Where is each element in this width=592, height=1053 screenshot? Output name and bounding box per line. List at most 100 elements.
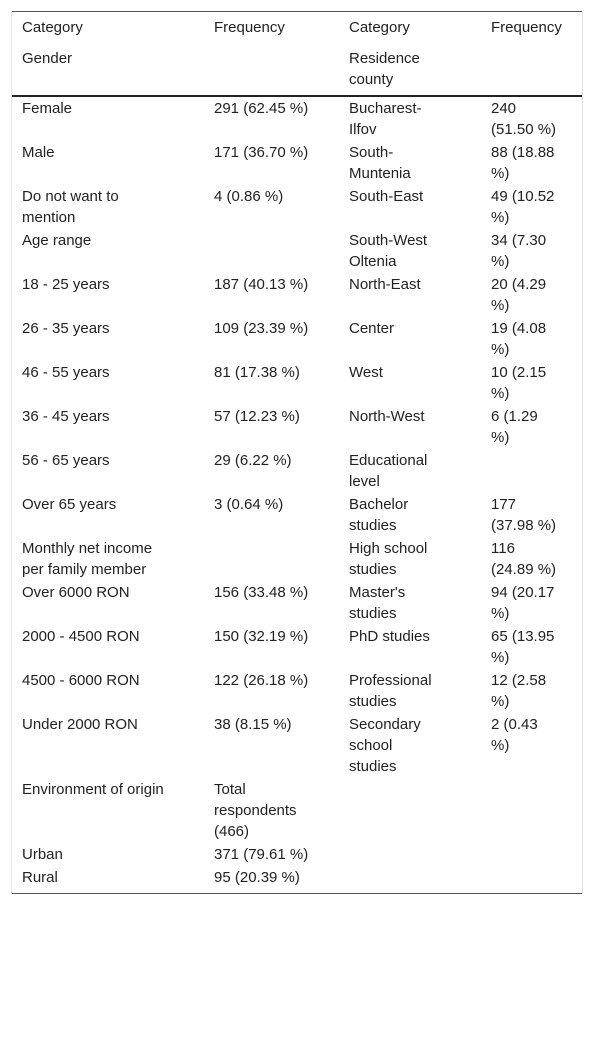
- table-row: Rural 95 (20.39 %): [12, 866, 582, 894]
- table-cell: 65 (13.95 %): [491, 628, 555, 666]
- table-cell: [481, 843, 582, 866]
- table-cell: 94 (20.17 %): [491, 584, 555, 622]
- table-cell: Male: [22, 144, 55, 161]
- table-cell: 187 (40.13 %): [214, 276, 309, 293]
- table-cell: 156 (33.48 %): [214, 584, 309, 601]
- table-cell: 2 (0.43 %): [491, 716, 538, 754]
- table-cell: Under 2000 RON: [22, 716, 138, 733]
- table-cell: Category: [339, 11, 481, 43]
- table-cell: Residence county: [339, 43, 481, 97]
- table-container: Category Frequency Category Frequency Gender…: [11, 11, 583, 894]
- table-cell: 2000 - 4500 RON: [22, 628, 140, 645]
- table: Category Frequency Category Frequency Gender…: [12, 11, 582, 894]
- table-cell: 56 - 65 years: [22, 452, 110, 469]
- table-cell: 371 (79.61 %): [214, 846, 309, 863]
- table-row: 26 - 35 years 109 (23.39 %) Center 19 (4.08…: [12, 317, 582, 361]
- table-cell: 4500 - 6000 RON: [22, 672, 140, 689]
- table-cell: 20 (4.29 %): [491, 276, 547, 314]
- table-cell: 46 - 55 years: [22, 364, 110, 381]
- table-cell: 19 (4.08 %): [491, 320, 547, 358]
- table-cell: [481, 449, 582, 493]
- table-cell: [339, 843, 481, 866]
- table-cell: 150 (32.19 %): [214, 628, 309, 645]
- table-cell: Frequency: [481, 11, 582, 43]
- table-cell: Monthly net income per family member: [22, 540, 153, 578]
- table-cell: Bucharest-Ilfov: [349, 100, 422, 138]
- table-row: Category Frequency Category Frequency: [12, 11, 582, 43]
- table-row: Environment of origin Total respondents (…: [12, 778, 582, 843]
- table-cell: [204, 537, 339, 581]
- table-row: Female 291 (62.45 %) Bucharest-Ilfov 240 (5…: [12, 96, 582, 141]
- table-cell: [481, 778, 582, 843]
- table-cell: 36 - 45 years: [22, 408, 110, 425]
- table-body: Female 291 (62.45 %) Bucharest-Ilfov 240 (5…: [12, 96, 582, 894]
- table-row: Age range South-West Oltenia 34 (7.30 %): [12, 229, 582, 273]
- table-cell: Rural: [12, 866, 204, 894]
- table-cell: Over 65 years: [22, 496, 117, 513]
- table-cell: 38 (8.15 %): [214, 716, 292, 733]
- table-cell: 49 (10.52 %): [491, 188, 555, 226]
- table-cell: 95 (20.39 %): [204, 866, 339, 894]
- table-cell: South-East: [349, 188, 424, 205]
- table-cell: Educational level: [349, 452, 428, 490]
- table-row: 18 - 25 years 187 (40.13 %) North-East 20 (…: [12, 273, 582, 317]
- table-cell: Age range: [22, 232, 92, 249]
- table-row: Over 65 years 3 (0.64 %) Bachelor studies 1…: [12, 493, 582, 537]
- table-cell: Professional studies: [349, 672, 432, 710]
- table-cell: 6 (1.29 %): [491, 408, 538, 446]
- table-cell: PhD studies: [349, 628, 430, 645]
- table-cell: 240 (51.50 %): [491, 100, 557, 138]
- table-row: Urban 371 (79.61 %): [12, 843, 582, 866]
- table-cell: Secondary school studies: [349, 716, 421, 775]
- table-cell: 177 (37.98 %): [491, 496, 557, 534]
- table-cell: 18 - 25 years: [22, 276, 110, 293]
- table-cell: [204, 43, 339, 97]
- table-cell: 4 (0.86 %): [214, 188, 284, 205]
- table-cell: Center: [349, 320, 395, 337]
- table-row: 56 - 65 years 29 (6.22 %) Educational leve…: [12, 449, 582, 493]
- table-cell: 10 (2.15 %): [491, 364, 547, 402]
- table-cell: North-East: [349, 276, 421, 293]
- table-cell: Female: [22, 100, 73, 117]
- table-row: Over 6000 RON 156 (33.48 %) Master's studi…: [12, 581, 582, 625]
- table-cell: 3 (0.64 %): [214, 496, 284, 513]
- table-cell: Frequency: [204, 11, 339, 43]
- table-cell: 12 (2.58 %): [491, 672, 547, 710]
- table-header: Category Frequency Category Frequency Gender…: [12, 11, 582, 97]
- table-row: Do not want to mention 4 (0.86 %) South-Ea…: [12, 185, 582, 229]
- table-cell: Gender: [12, 43, 204, 97]
- table-cell: 116 (24.89 %): [491, 540, 557, 578]
- table-cell: Over 6000 RON: [22, 584, 130, 601]
- table-cell: Urban: [22, 846, 63, 863]
- table-cell: [339, 778, 481, 843]
- table-cell: South-Muntenia: [349, 144, 411, 182]
- table-cell: [481, 43, 582, 97]
- table-cell: [481, 866, 582, 894]
- table-row: 46 - 55 years 81 (17.38 %) West 10 (2.15 %): [12, 361, 582, 405]
- table-cell: 34 (7.30 %): [491, 232, 547, 270]
- table-cell: [339, 866, 481, 894]
- table-row: 2000 - 4500 RON 150 (32.19 %) PhD studies 6…: [12, 625, 582, 669]
- table-row: Monthly net income per family member High…: [12, 537, 582, 581]
- table-cell: West: [349, 364, 383, 381]
- table-row: Under 2000 RON 38 (8.15 %) Secondary schoo…: [12, 713, 582, 778]
- table-cell: [204, 229, 339, 273]
- table-row: Gender Residence county: [12, 43, 582, 97]
- table-cell: Total respondents (466): [214, 781, 297, 840]
- table-cell: 57 (12.23 %): [214, 408, 300, 425]
- table-cell: 88 (18.88 %): [491, 144, 555, 182]
- table-cell: 122 (26.18 %): [214, 672, 309, 689]
- table-cell: Environment of origin: [22, 781, 164, 798]
- table-cell: 291 (62.45 %): [214, 100, 309, 117]
- table-row: 4500 - 6000 RON 122 (26.18 %) Professional…: [12, 669, 582, 713]
- table-cell: 171 (36.70 %): [214, 144, 309, 161]
- table-cell: Bachelor studies: [349, 496, 409, 534]
- table-cell: 109 (23.39 %): [214, 320, 309, 337]
- table-cell: South-West Oltenia: [349, 232, 428, 270]
- table-cell: 81 (17.38 %): [214, 364, 300, 381]
- table-cell: 29 (6.22 %): [214, 452, 292, 469]
- table-cell: North-West: [349, 408, 425, 425]
- table-cell: 26 - 35 years: [22, 320, 110, 337]
- table-row: 36 - 45 years 57 (12.23 %) North-West 6 (1.…: [12, 405, 582, 449]
